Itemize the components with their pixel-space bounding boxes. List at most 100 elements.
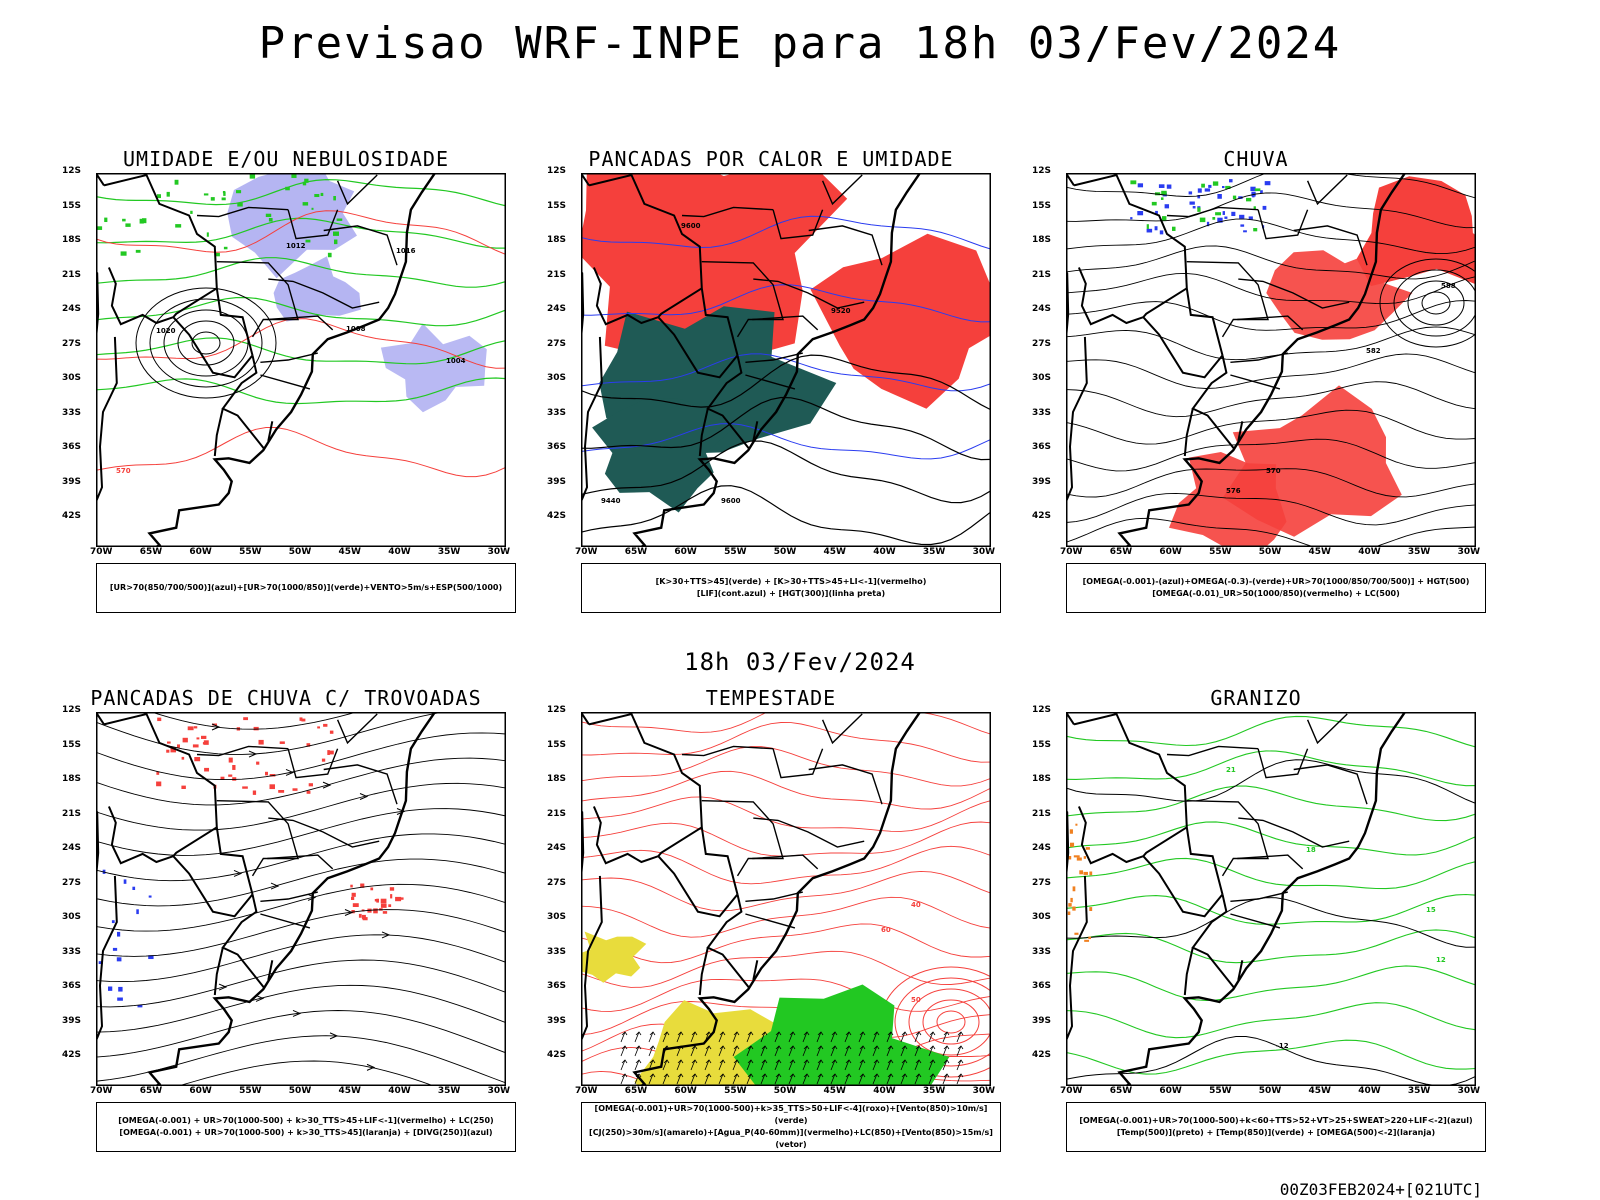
state-border (681, 206, 774, 218)
divergence-blue (98, 961, 103, 965)
panel-title: GRANIZO (1210, 686, 1302, 710)
omega-orange (1067, 911, 1071, 915)
humidity-patch-low (333, 196, 336, 201)
lon-tick-label: 65W (1109, 1086, 1133, 1096)
state-border (1230, 352, 1288, 363)
state-border (1306, 174, 1348, 206)
lon-tick-label: 40W (873, 547, 896, 557)
map-canvas: -12 12 15 18 21 (1066, 712, 1476, 1086)
height-500-contour (1066, 300, 1476, 331)
lon-tick-label: 30W (972, 1086, 996, 1096)
contour-label: 60 (881, 926, 891, 934)
lon-tick-label: 60W (674, 547, 697, 557)
rain-omega-blue (1240, 224, 1245, 227)
coastline (96, 173, 437, 547)
lifted-index-contour (581, 423, 991, 460)
lat-tick-label: 36S (547, 442, 567, 452)
omega-orange (1083, 871, 1088, 875)
lon-tick-label: 55W (239, 547, 262, 557)
height-500-contour (1066, 353, 1476, 389)
country-border (107, 267, 218, 326)
humidity-contour-low (96, 257, 506, 288)
streamline (96, 782, 506, 831)
temp-850-contour (1066, 750, 1476, 787)
state-border (701, 261, 784, 338)
pressure-contour (135, 287, 277, 399)
omega-orange (1068, 903, 1072, 907)
state-border (268, 278, 380, 309)
lat-tick-label: 30S (62, 912, 82, 922)
lon-tick-label: 65W (139, 1086, 163, 1096)
lat-tick-label: 15S (62, 200, 82, 211)
wind-vector (774, 1045, 782, 1057)
country-border (657, 316, 739, 379)
main-title: Previsao WRF-INPE para 18h 03/Fev/2024 (258, 18, 1342, 69)
state-border (1186, 261, 1269, 338)
storm-area-red (370, 887, 374, 891)
state-border (260, 352, 318, 363)
flow-arrow (396, 808, 406, 815)
storm-area-red (382, 911, 388, 914)
streamline (96, 984, 506, 1033)
legend-line: [UR>70(850/700/500)](azul)+[UR>70(1000/8… (109, 583, 503, 592)
rain-omega-green (1254, 188, 1261, 192)
flow-arrow (359, 793, 369, 800)
country-border (581, 173, 590, 186)
country-border (1237, 960, 1244, 981)
lat-tick-label: 30S (62, 373, 82, 383)
rain-omega-blue (1137, 183, 1144, 188)
rain-area-red (1266, 249, 1413, 340)
legend-line: [OMEGA(-0.001)+UR>70(1000-500)+k<60+TTS>… (1079, 1116, 1473, 1125)
state-border (1230, 913, 1281, 929)
rain-omega-green (1199, 217, 1206, 223)
rain-omega-blue (1262, 205, 1267, 210)
country-border (1066, 875, 1088, 1044)
omega-orange (1089, 907, 1093, 911)
rain-omega-blue (1164, 204, 1170, 209)
height-300-contour (581, 354, 991, 411)
isotach-contour (908, 988, 991, 1056)
storm-area-red (380, 898, 387, 904)
humidity-patch-low (334, 239, 338, 245)
humidity-patch-low (285, 186, 290, 191)
wind-vector (886, 1045, 894, 1057)
state-border (1293, 225, 1368, 266)
streamline (96, 1010, 506, 1058)
contour-label: 21 (1226, 766, 1236, 774)
lat-tick-label: 24S (62, 843, 82, 853)
lon-tick-label: 50W (773, 547, 797, 557)
divergence-blue (123, 879, 127, 884)
storm-area-red (395, 896, 402, 902)
omega-orange (1069, 829, 1073, 834)
divergence-blue (148, 895, 152, 898)
wind-vector (802, 1059, 810, 1071)
lat-tick-label: 39S (1032, 1015, 1052, 1026)
storm-area-red (243, 717, 249, 721)
storm-area-red (182, 737, 188, 743)
contour-label: 9520 (831, 307, 851, 315)
wind-vector (956, 1059, 964, 1071)
map-frame (581, 173, 991, 547)
wind-vector (872, 1045, 880, 1057)
isotach-contour (581, 870, 991, 912)
storm-area-red (196, 737, 200, 740)
state-border (745, 352, 803, 363)
lat-tick-label: 27S (547, 877, 567, 888)
wind-vector (830, 1031, 838, 1043)
wind-vector (914, 1073, 922, 1085)
rain-omega-blue (1197, 195, 1201, 199)
wind-vector (774, 1031, 782, 1043)
rain-omega-green (1162, 216, 1167, 221)
rain-omega-green (1253, 228, 1258, 232)
lat-tick-label: 18S (1032, 774, 1052, 784)
streamline (96, 833, 506, 882)
isotach-contour (581, 796, 991, 832)
omega-orange (1075, 823, 1078, 826)
panel-legend: [OMEGA(-0.001)-(azul)+OMEGA(-0.3)-(verde… (1066, 563, 1486, 613)
wind-vector (620, 1031, 628, 1043)
state-border (216, 800, 299, 877)
country-border (172, 316, 254, 379)
humidity-patch-low (174, 179, 179, 185)
wind-vector (788, 1045, 796, 1057)
rain-omega-blue (1229, 179, 1233, 183)
